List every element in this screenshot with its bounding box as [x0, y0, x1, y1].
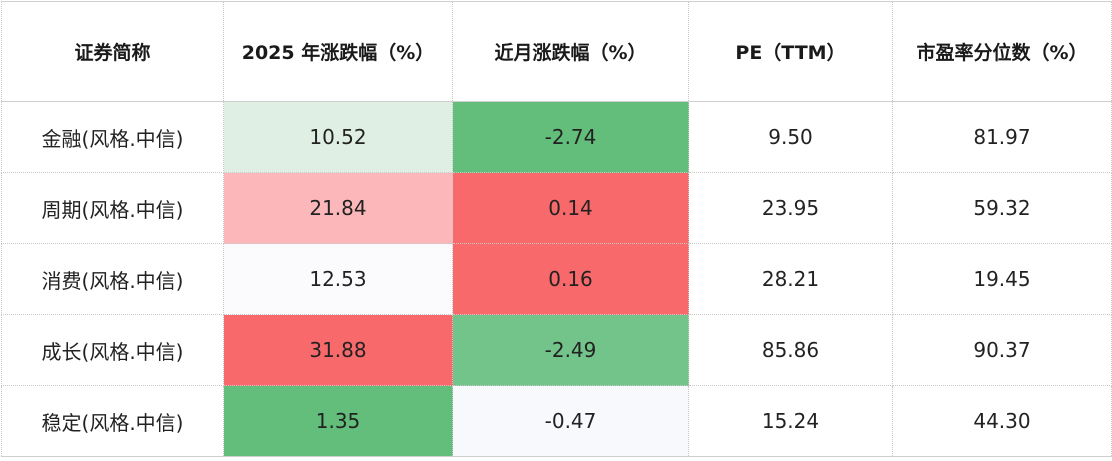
cell-month: 0.16	[452, 243, 689, 315]
cell-ytd: 1.35	[223, 385, 453, 457]
header-pe-percentile: 市盈率分位数（%）	[892, 1, 1112, 102]
cell-ytd: 10.52	[223, 101, 453, 173]
cell-percentile: 81.97	[892, 101, 1112, 173]
cell-name: 周期(风格.中信)	[1, 172, 224, 244]
cell-month: -2.49	[452, 314, 689, 386]
cell-percentile: 90.37	[892, 314, 1112, 386]
cell-pe: 23.95	[688, 172, 893, 244]
cell-percentile: 19.45	[892, 243, 1112, 315]
table-row: 周期(风格.中信) 21.84 0.14 23.95 59.32	[1, 172, 1112, 244]
cell-name: 稳定(风格.中信)	[1, 385, 224, 457]
table-row: 成长(风格.中信) 31.88 -2.49 85.86 90.37	[1, 314, 1112, 386]
cell-ytd: 31.88	[223, 314, 453, 386]
cell-percentile: 59.32	[892, 172, 1112, 244]
cell-name: 金融(风格.中信)	[1, 101, 224, 173]
table-row: 消费(风格.中信) 12.53 0.16 28.21 19.45	[1, 243, 1112, 315]
cell-pe: 85.86	[688, 314, 893, 386]
cell-percentile: 44.30	[892, 385, 1112, 457]
cell-month: -2.74	[452, 101, 689, 173]
header-month-change: 近月涨跌幅（%）	[452, 1, 689, 102]
cell-month: -0.47	[452, 385, 689, 457]
table-row: 稳定(风格.中信) 1.35 -0.47 15.24 44.30	[1, 385, 1112, 457]
header-pe-ttm: PE（TTM）	[688, 1, 893, 102]
table-row: 金融(风格.中信) 10.52 -2.74 9.50 81.97	[1, 101, 1112, 173]
cell-ytd: 12.53	[223, 243, 453, 315]
cell-pe: 28.21	[688, 243, 893, 315]
cell-name: 成长(风格.中信)	[1, 314, 224, 386]
cell-name: 消费(风格.中信)	[1, 243, 224, 315]
cell-pe: 15.24	[688, 385, 893, 457]
header-security-name: 证券简称	[1, 1, 224, 102]
cell-month: 0.14	[452, 172, 689, 244]
cell-pe: 9.50	[688, 101, 893, 173]
header-ytd-change: 2025 年涨跌幅（%）	[223, 1, 453, 102]
cell-ytd: 21.84	[223, 172, 453, 244]
header-row: 证券简称 2025 年涨跌幅（%） 近月涨跌幅（%） PE（TTM） 市盈率分位…	[1, 1, 1112, 102]
